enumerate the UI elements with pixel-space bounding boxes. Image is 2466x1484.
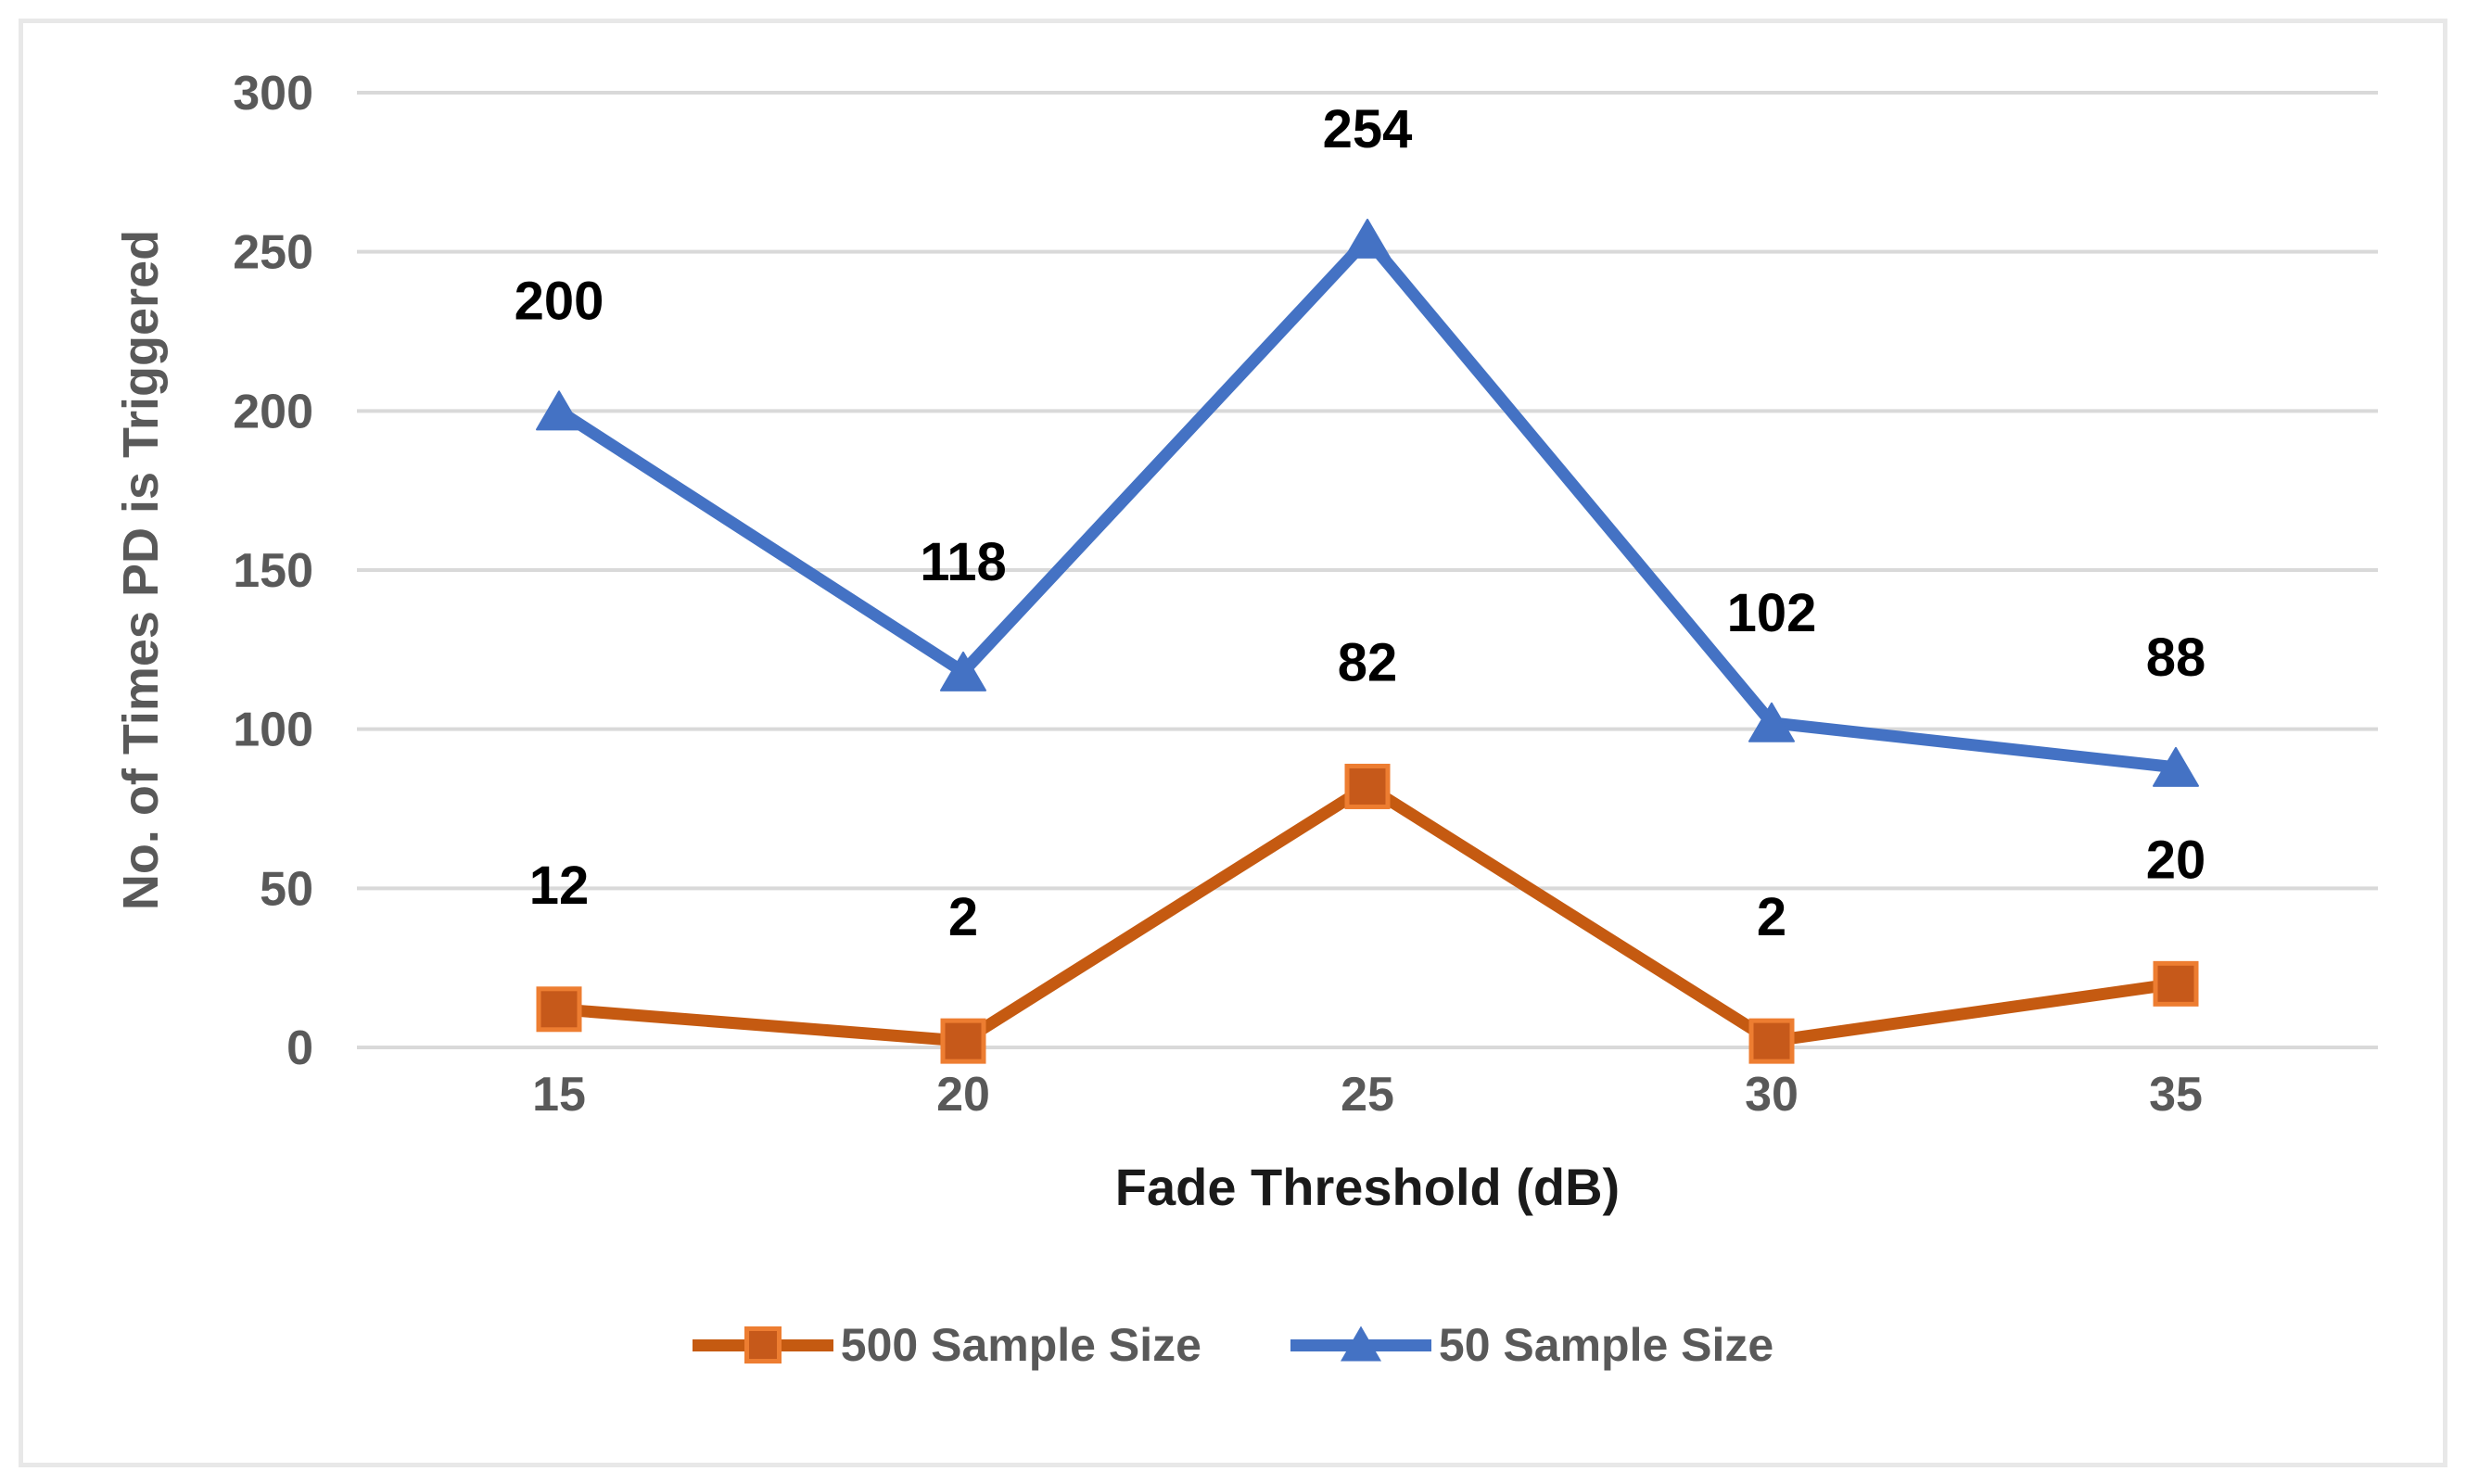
data-label-500-sample-size-35: 20 — [2146, 830, 2206, 890]
legend-triangle-marker-icon — [1340, 1325, 1381, 1362]
data-label-500-sample-size-15: 12 — [529, 856, 590, 916]
legend-label-50-sample-size: 50 Sample Size — [1438, 1319, 1774, 1371]
x-axis-title: Fade Threshold (dB) — [1114, 1158, 1621, 1216]
y-tick-label-200: 200 — [233, 385, 313, 438]
marker-triangle-50-sample-size-15 — [536, 390, 582, 431]
data-label-50-sample-size-20: 118 — [920, 532, 1007, 592]
marker-triangle-50-sample-size-20 — [940, 651, 986, 691]
data-label-50-sample-size-15: 200 — [515, 271, 604, 331]
x-tick-label-25: 25 — [1341, 1068, 1394, 1122]
marker-square-500-sample-size-30 — [1748, 1018, 1795, 1064]
y-tick-label-0: 0 — [286, 1021, 313, 1075]
data-label-50-sample-size-35: 88 — [2146, 628, 2206, 688]
x-tick-label-20: 20 — [936, 1068, 990, 1122]
marker-triangle-50-sample-size-25 — [1344, 218, 1391, 259]
y-tick-label-300: 300 — [233, 67, 313, 120]
data-label-50-sample-size-30: 102 — [1727, 583, 1817, 643]
marker-triangle-50-sample-size-30 — [1748, 702, 1795, 742]
legend-square-marker-icon — [744, 1326, 782, 1364]
legend-line-orange-icon — [692, 1326, 833, 1364]
x-tick-label-30: 30 — [1745, 1068, 1799, 1122]
y-tick-label-150: 150 — [233, 544, 313, 598]
legend: 500 Sample Size 50 Sample Size — [0, 1318, 2466, 1372]
marker-square-500-sample-size-35 — [2153, 960, 2199, 1007]
legend-line-blue-icon — [1290, 1325, 1431, 1362]
marker-square-500-sample-size-25 — [1344, 763, 1391, 809]
chart-border-frame — [19, 19, 2447, 1467]
data-label-50-sample-size-25: 254 — [1323, 99, 1413, 159]
y-tick-label-50: 50 — [260, 862, 313, 916]
data-label-500-sample-size-25: 82 — [1338, 632, 1398, 692]
y-axis-title: No. of Times PD is Triggered — [113, 229, 169, 911]
y-tick-label-250: 250 — [233, 226, 313, 280]
data-label-500-sample-size-30: 2 — [1757, 887, 1786, 947]
series-line-500-sample-size — [558, 780, 2177, 1047]
x-tick-label-35: 35 — [2149, 1068, 2203, 1122]
legend-item-500-sample-size: 500 Sample Size — [692, 1318, 1201, 1372]
legend-item-50-sample-size: 50 Sample Size — [1290, 1318, 1773, 1372]
legend-label-500-sample-size: 500 Sample Size — [840, 1319, 1201, 1371]
marker-triangle-50-sample-size-35 — [2153, 746, 2199, 787]
marker-square-500-sample-size-15 — [536, 986, 582, 1033]
y-tick-label-100: 100 — [233, 704, 313, 757]
x-tick-label-15: 15 — [532, 1068, 586, 1122]
marker-square-500-sample-size-20 — [940, 1018, 986, 1064]
data-label-500-sample-size-20: 2 — [948, 887, 978, 947]
